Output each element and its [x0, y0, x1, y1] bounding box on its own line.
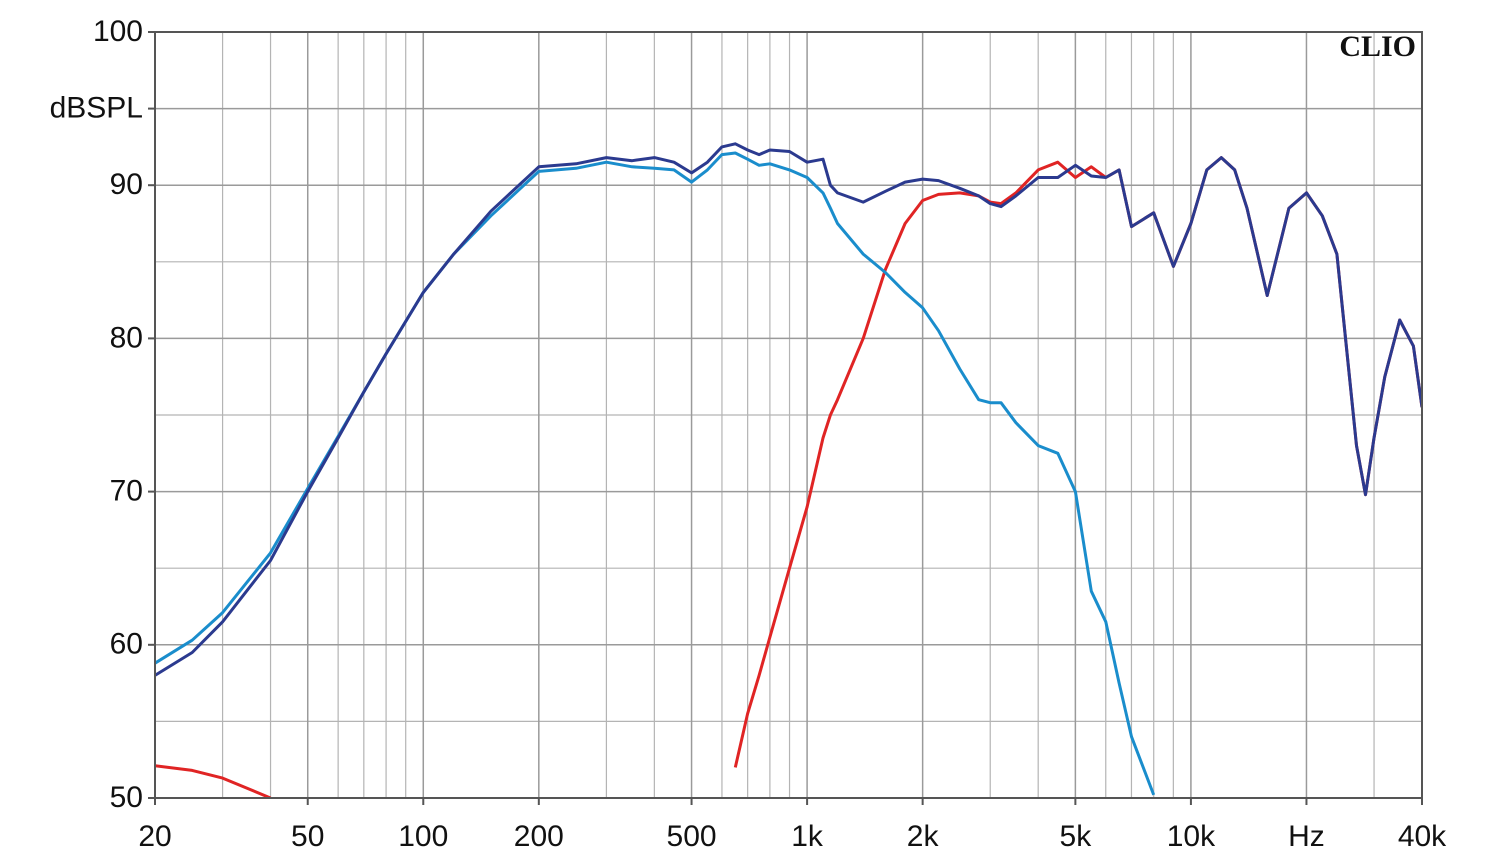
- grid: [154, 31, 1423, 799]
- x-tick-label: 50: [291, 820, 324, 853]
- x-tick-label: 5k: [1060, 820, 1093, 853]
- x-tick-label: 500: [667, 820, 717, 853]
- x-tick-label: 200: [514, 820, 564, 853]
- x-tick-label: 100: [398, 820, 448, 853]
- x-tick-label: 20: [138, 820, 171, 853]
- y-tick-label: 100: [93, 15, 143, 48]
- y-tick-label: 80: [110, 321, 143, 354]
- plot-frame: [154, 31, 1423, 799]
- y-tick-label: 90: [110, 168, 143, 201]
- x-tick-label: 1k: [791, 820, 824, 853]
- y-tick-label: 70: [110, 475, 143, 508]
- x-tick-label: 40k: [1398, 820, 1447, 853]
- y-tick-label: 50: [110, 781, 143, 814]
- y-tick-label: 60: [110, 628, 143, 661]
- plot-area: [155, 142, 1422, 798]
- x-tick-label: 2k: [907, 820, 940, 853]
- response-curve: [155, 156, 1422, 798]
- x-tick-label: Hz: [1288, 820, 1325, 853]
- brand-label: CLIO: [1339, 30, 1416, 63]
- response-curve: [155, 142, 1422, 677]
- y-tick-label: dBSPL: [50, 92, 143, 125]
- x-tick-label: 10k: [1167, 820, 1216, 853]
